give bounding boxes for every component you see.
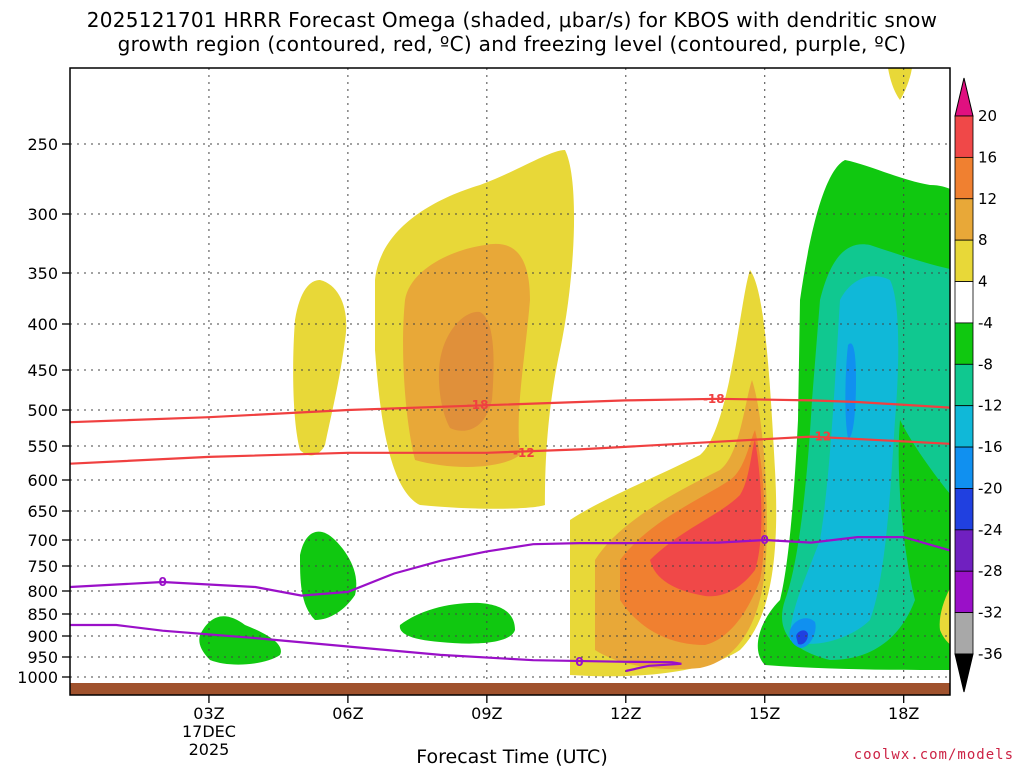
colorbar-label: 12: [978, 190, 997, 208]
y-tick-label: 550: [27, 437, 58, 456]
omega-shade-4f: [939, 588, 950, 645]
colorbar-label: 8: [978, 231, 988, 249]
colorbar-segment: [954, 363, 974, 407]
y-tick-label: 900: [27, 627, 58, 646]
colorbar: 20 16 12 8 4 -4 -8 -12 -16 -20 -24 -28 -32 -36: [954, 77, 1003, 693]
omega-shading: [199, 68, 950, 677]
colorbar-label: -32: [978, 604, 1003, 622]
colorbar-label: -36: [978, 645, 1003, 663]
colorbar-label: -28: [978, 562, 1003, 580]
omega-shade-4e: [888, 68, 912, 100]
contour-line: [70, 623, 682, 673]
contour-label: 0: [575, 655, 583, 669]
colorbar-top-arrow: [954, 77, 974, 117]
colorbar-label: -4: [978, 314, 993, 332]
omega-shade-12: [438, 311, 494, 431]
contour-line: [70, 435, 950, 465]
y-tick-label: 700: [27, 531, 58, 550]
contour-label: -18: [467, 398, 489, 412]
y-tick-label: 800: [27, 582, 58, 601]
y-tick-label: 350: [27, 264, 58, 283]
omega-shade-neg24: [796, 630, 808, 645]
chart-title-line1: 2025121701 HRRR Forecast Omega (shaded, …: [86, 8, 938, 32]
x-axis-title: Forecast Time (UTC): [416, 746, 608, 768]
terrain-ground: [70, 683, 950, 695]
x-tick-label: 09Z: [471, 704, 502, 723]
contour-label: -12: [513, 446, 535, 460]
colorbar-label: -8: [978, 355, 993, 373]
colorbar-segment: [954, 488, 974, 531]
colorbar-label: 20: [978, 107, 997, 125]
omega-shade-neg16: [845, 343, 856, 439]
contour-line: [70, 536, 950, 597]
colorbar-label: 16: [978, 148, 997, 166]
colorbar-segment: [954, 322, 974, 365]
colorbar-label: -16: [978, 438, 1003, 456]
omega-shade-neg4b: [300, 531, 357, 620]
colorbar-label: -12: [978, 397, 1003, 415]
y-tick-label: 650: [27, 502, 58, 521]
x-tick-label: 06Z: [332, 704, 363, 723]
x-tick-label: 03Z: [193, 704, 224, 723]
colorbar-segment: [954, 239, 974, 282]
omega-shade-neg4c: [199, 616, 281, 665]
y-tick-label: 750: [27, 557, 58, 576]
colorbar-segment: [954, 198, 974, 241]
contour-label: 0: [761, 533, 769, 547]
y-tick-label: 500: [27, 401, 58, 420]
y-tick-label: 450: [27, 361, 58, 380]
colorbar-label: -24: [978, 521, 1003, 539]
omega-shade-neg12: [790, 276, 899, 644]
contour-label: -18: [703, 392, 725, 406]
omega-shade-16c: [650, 440, 762, 597]
colorbar-bottom-arrow: [954, 653, 974, 693]
y-tick-label: 400: [27, 315, 58, 334]
omega-shade-neg4d: [399, 602, 515, 644]
y-tick-label: 300: [27, 205, 58, 224]
temperature-contours: -18 -18 -12 -12 0 0 0: [70, 392, 950, 673]
x-tick-label: 15Z: [749, 704, 780, 723]
chart-title-line2: growth region (contoured, red, ºC) and f…: [117, 32, 907, 56]
site-credit[interactable]: coolwx.com/models: [853, 747, 1014, 763]
date-label: 2025: [189, 740, 230, 759]
colorbar-segment: [954, 115, 974, 158]
y-tick-label: 250: [27, 135, 58, 154]
contour-line: [70, 397, 950, 424]
y-tick-label: 600: [27, 471, 58, 490]
y-tick-label: 850: [27, 605, 58, 624]
colorbar-segment: [954, 156, 974, 200]
colorbar-segment: [954, 612, 974, 655]
colorbar-label: 4: [978, 273, 988, 291]
colorbar-segment: [954, 529, 974, 572]
x-tick-label: 12Z: [610, 704, 641, 723]
colorbar-segment: [954, 281, 974, 324]
colorbar-segment: [954, 570, 974, 614]
contour-label: 0: [158, 575, 166, 589]
contour-label: -12: [809, 430, 831, 444]
x-tick-label: 18Z: [888, 704, 919, 723]
date-label: 17DEC: [182, 722, 236, 741]
colorbar-segment: [954, 405, 974, 448]
plot-frame: [69, 67, 951, 696]
y-axis: 250 300 350 400 450 500 550 600 650 700 750 800 850 9…: [17, 135, 70, 687]
colorbar-label: -20: [978, 479, 1003, 497]
colorbar-segment: [954, 446, 974, 489]
y-tick-label: 1000: [17, 668, 58, 687]
y-tick-label: 950: [27, 648, 58, 667]
